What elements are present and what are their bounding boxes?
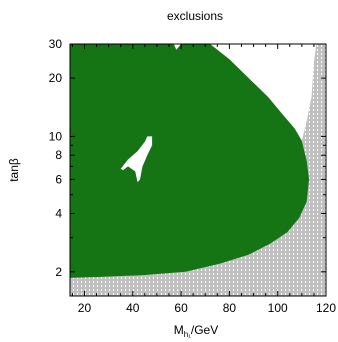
y-axis: 2 4 6 8 10 20 30: [49, 37, 326, 279]
x-axis-label-main: M: [174, 323, 184, 337]
x-tick-label: 80: [223, 301, 237, 315]
x-axis-label-sub: h₁: [184, 330, 191, 339]
y-axis-label: tanβ: [7, 158, 21, 182]
x-axis-label: Mh₁/GeV: [174, 323, 219, 339]
y-axis-label-text: tanβ: [7, 158, 21, 182]
y-tick-label: 20: [49, 71, 63, 85]
x-tick-label: 40: [126, 301, 140, 315]
x-axis: 20 40 60 80 100 120: [71, 44, 336, 315]
region-allowed-hole: [120, 136, 153, 183]
y-tick-label: 6: [55, 172, 62, 186]
region-unphysical: [70, 44, 326, 296]
plot-frame: [69, 43, 327, 297]
x-tick-label: 20: [78, 301, 92, 315]
y-tick-label: 30: [49, 37, 63, 51]
y-tick-label: 8: [55, 148, 62, 162]
x-tick-label: 100: [268, 301, 288, 315]
y-tick-label: 4: [55, 206, 62, 220]
x-tick-label: 120: [316, 301, 336, 315]
chart-title: exclusions: [167, 9, 223, 23]
regions-layer: [70, 44, 326, 296]
x-tick-label: 60: [174, 301, 188, 315]
x-axis-label-unit: /GeV: [191, 323, 218, 337]
y-tick-label: 2: [55, 265, 62, 279]
y-tick-label: 10: [49, 129, 63, 143]
region-excluded: [70, 44, 310, 278]
